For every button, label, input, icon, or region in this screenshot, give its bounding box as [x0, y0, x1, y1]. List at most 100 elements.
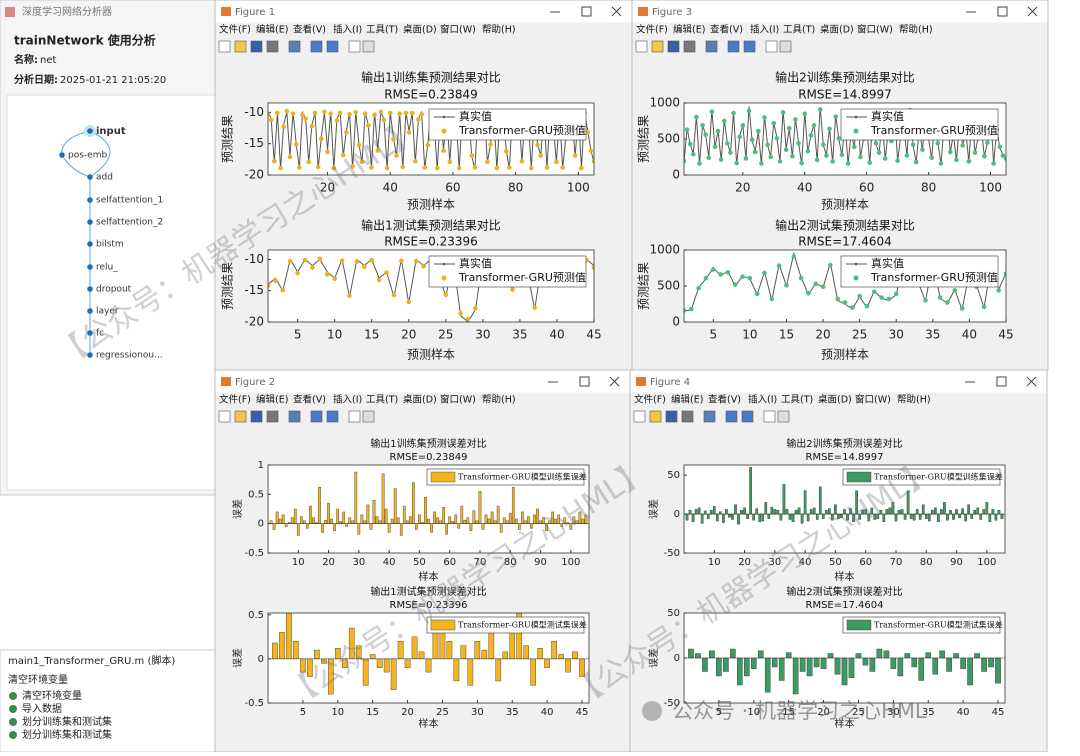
error-bar: [712, 506, 716, 515]
prediction-point: [806, 290, 811, 296]
error-bar: [303, 520, 306, 524]
error-bar: [970, 513, 974, 519]
error-bar: [764, 502, 768, 515]
error-bar: [930, 509, 934, 515]
close-button: [1026, 376, 1037, 387]
y-tick-label: -50: [664, 548, 680, 559]
prediction-point: [835, 296, 840, 302]
x-tick-label: 15: [366, 707, 379, 718]
y-tick-label: -0.5: [244, 548, 264, 559]
error-bar: [818, 486, 822, 515]
prediction-point: [991, 161, 996, 166]
figure-icon: [638, 7, 648, 16]
node-label: dropout: [96, 285, 132, 295]
menu-item: 帮助(H): [482, 394, 516, 406]
prediction-point: [873, 141, 879, 146]
x-tick-label: 60: [445, 181, 460, 195]
prediction-point: [425, 142, 431, 148]
error-bar: [472, 510, 476, 524]
error-bar: [973, 509, 977, 515]
error-bar: [725, 509, 728, 515]
error-bar: [918, 657, 925, 681]
error-bar: [778, 657, 785, 681]
error-bar: [269, 520, 273, 524]
error-bar: [757, 650, 764, 659]
legend-box: [428, 255, 587, 288]
node-label: layer: [96, 307, 119, 317]
error-bar: [949, 509, 952, 515]
legend-label: Transformer-GRU模型训练集误差: [458, 472, 587, 482]
prediction-point: [465, 316, 471, 322]
graph-node: [59, 152, 65, 158]
prediction-point: [886, 296, 892, 302]
maximize-button: [581, 6, 592, 17]
legend-swatch: [846, 619, 872, 631]
error-bar: [544, 658, 550, 668]
error-bar: [436, 517, 439, 524]
prediction-point: [325, 149, 330, 155]
y-tick-label: 0: [674, 509, 680, 520]
x-tick-label: 40: [957, 707, 970, 718]
error-bar: [427, 518, 430, 524]
menu-item: 插入(I): [333, 24, 362, 36]
prediction-point: [895, 158, 900, 163]
error-bar: [481, 523, 485, 530]
chart-subtitle: RMSE=0.23396: [390, 600, 468, 611]
prediction-point: [952, 288, 958, 293]
error-bar: [776, 509, 780, 515]
prediction-point: [409, 110, 415, 116]
error-bar: [572, 651, 578, 660]
error-bar: [524, 520, 527, 524]
error-bar: [378, 520, 382, 524]
error-bar: [918, 513, 922, 520]
prediction-point: [725, 141, 730, 146]
error-bar: [369, 523, 373, 530]
prediction-point: [324, 272, 330, 277]
prediction-point: [805, 148, 811, 154]
error-bar: [293, 508, 297, 524]
prediction-point: [344, 130, 349, 135]
graph-panel: [6, 94, 216, 491]
prediction-point: [876, 150, 882, 155]
prediction-point: [725, 270, 731, 275]
x-tick-label: 25: [852, 707, 865, 718]
x-tick-label: 100: [567, 181, 590, 195]
prediction-point: [322, 109, 327, 115]
legend-box: [428, 108, 587, 141]
menu-item: 文件(F): [636, 24, 668, 36]
x-tick-label: 5: [716, 707, 722, 718]
prediction-point: [328, 111, 333, 116]
prediction-point: [780, 110, 786, 115]
error-bar: [706, 513, 710, 519]
error-bar: [336, 508, 339, 524]
error-bar: [418, 651, 425, 660]
error-bar: [454, 514, 458, 524]
legend-marker: [853, 275, 859, 281]
y-tick-label: -10: [244, 105, 264, 119]
axes-frame: [267, 102, 595, 176]
plot-area: [268, 613, 589, 695]
prediction-point: [784, 282, 789, 288]
toolbar-icon: [288, 410, 301, 423]
prediction-point: [828, 262, 833, 268]
prediction-point: [904, 153, 910, 158]
error-bar: [820, 657, 827, 670]
prediction-point: [712, 144, 718, 150]
error-bar: [399, 523, 403, 536]
error-bar: [841, 657, 848, 686]
prediction-point: [731, 110, 736, 116]
prediction-point: [1003, 271, 1006, 277]
toolbar-icon: [348, 410, 361, 423]
error-bar: [695, 653, 701, 659]
x-tick-label: 15: [779, 328, 794, 342]
prediction-point: [507, 165, 512, 170]
prediction-point: [839, 152, 845, 158]
prediction-point: [954, 157, 959, 163]
x-tick-label: 45: [586, 328, 601, 342]
error-bar: [278, 518, 282, 524]
prediction-point: [910, 142, 916, 148]
chart-title: 输出1训练集预测结果对比: [361, 70, 501, 85]
node-label: fc: [96, 329, 104, 339]
error-bar: [502, 517, 506, 524]
error-bar: [788, 513, 792, 520]
